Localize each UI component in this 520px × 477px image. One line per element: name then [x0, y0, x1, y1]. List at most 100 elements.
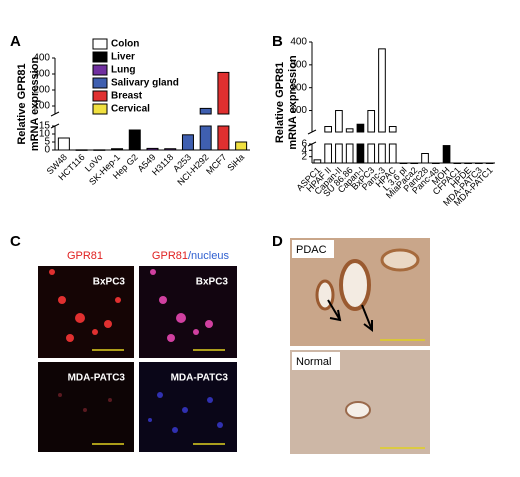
legend-swatch	[92, 64, 108, 76]
bar	[217, 125, 230, 151]
arrow	[361, 304, 373, 332]
legend-label: Salivary gland	[111, 78, 179, 89]
image-title: GPR81	[152, 250, 188, 262]
bar	[388, 143, 397, 164]
legend-swatch	[92, 77, 108, 89]
bar	[378, 48, 386, 133]
legend-swatch	[92, 38, 108, 50]
tissue-label: PDAC	[296, 244, 327, 256]
axis-break	[50, 111, 60, 117]
bar	[442, 145, 451, 164]
bar	[75, 149, 88, 151]
y-tick-label: 0	[44, 145, 50, 156]
bar	[146, 147, 159, 151]
bar	[324, 143, 332, 164]
micrograph	[38, 266, 134, 358]
gland	[339, 259, 371, 311]
cell-line-label: MDA-PATC3	[171, 373, 229, 384]
y-tick-label: 6	[301, 139, 307, 150]
vessel	[345, 401, 371, 419]
panel-label: C	[10, 233, 21, 250]
y-axis-label: mRNA expression	[29, 57, 41, 152]
bar	[475, 162, 483, 164]
y-tick-label: 400	[290, 37, 307, 48]
y-tick-label: 100	[290, 105, 307, 116]
cell-line-label: BxPC3	[196, 277, 229, 288]
image-title: GPR81	[67, 250, 103, 262]
cell-signal	[58, 393, 112, 412]
bar	[335, 143, 343, 164]
legend-swatch	[92, 51, 108, 63]
panel-label: A	[10, 33, 21, 50]
bar	[367, 110, 376, 133]
axis-break	[307, 129, 317, 135]
bar	[164, 148, 177, 151]
arrow	[327, 299, 342, 322]
bar	[324, 126, 332, 133]
cell-signal	[148, 392, 223, 433]
bar	[410, 162, 419, 164]
cell-signal	[49, 269, 121, 342]
legend-label: Colon	[111, 39, 139, 50]
bar	[378, 143, 386, 164]
bar	[111, 148, 124, 151]
y-tick-label: 400	[33, 53, 50, 64]
y-tick-label: 5	[44, 137, 50, 148]
bar	[356, 143, 365, 164]
y-tick-label: 100	[33, 101, 50, 112]
histology-group: PDAC Normal	[290, 238, 430, 454]
bar	[345, 128, 354, 133]
bar	[367, 143, 376, 164]
bar	[93, 149, 106, 151]
bar	[128, 129, 141, 151]
cell-line-label: MDA-PATC3	[68, 373, 126, 384]
bar	[453, 162, 462, 164]
y-tick-label: 15	[39, 121, 51, 132]
bar	[181, 134, 194, 151]
bar	[485, 162, 494, 164]
legend-swatch	[92, 103, 108, 115]
y-tick-label: 300	[290, 59, 307, 70]
bar	[431, 162, 440, 164]
micrograph	[139, 362, 237, 452]
y-tick-label: 10	[39, 129, 51, 140]
bar	[335, 110, 343, 133]
legend-label: Breast	[111, 91, 143, 102]
y-tick-label: 300	[33, 69, 50, 80]
bar	[57, 137, 70, 151]
y-tick-label: 4	[301, 145, 307, 156]
bar	[421, 153, 429, 164]
bar	[199, 125, 212, 151]
tissue-label: Normal	[296, 356, 331, 368]
cell-signal	[150, 269, 213, 342]
image-title: /nucleus	[188, 250, 229, 262]
y-axis-label: mRNA expression	[287, 55, 299, 150]
y-tick-label: 2	[301, 151, 307, 162]
gland	[380, 248, 420, 272]
bar	[345, 143, 354, 164]
legend-label: Liver	[111, 52, 135, 63]
micrograph-group: BxPC3 BxPC3 MDA-PATC3 MDA-PATC3	[38, 266, 237, 452]
label-box	[292, 352, 340, 370]
micrograph	[139, 266, 237, 358]
legend-label: Lung	[111, 65, 135, 76]
bar	[313, 159, 322, 164]
bar	[464, 162, 472, 164]
bar	[235, 141, 248, 151]
bar	[388, 126, 397, 133]
bar	[399, 162, 408, 164]
y-axis-label: Relative GPR81	[16, 63, 28, 144]
panel-label: D	[272, 233, 283, 250]
cell-line-label: BxPC3	[93, 277, 126, 288]
legend-label: Cervical	[111, 104, 150, 115]
bar	[217, 71, 230, 115]
y-tick-label: 200	[33, 85, 50, 96]
bar	[199, 107, 212, 115]
label-box	[292, 240, 334, 258]
y-axis-label: Relative GPR81	[274, 62, 286, 143]
micrograph	[38, 362, 134, 452]
panel-label: B	[272, 33, 283, 50]
y-tick-label: 200	[290, 82, 307, 93]
legend-swatch	[92, 90, 108, 102]
